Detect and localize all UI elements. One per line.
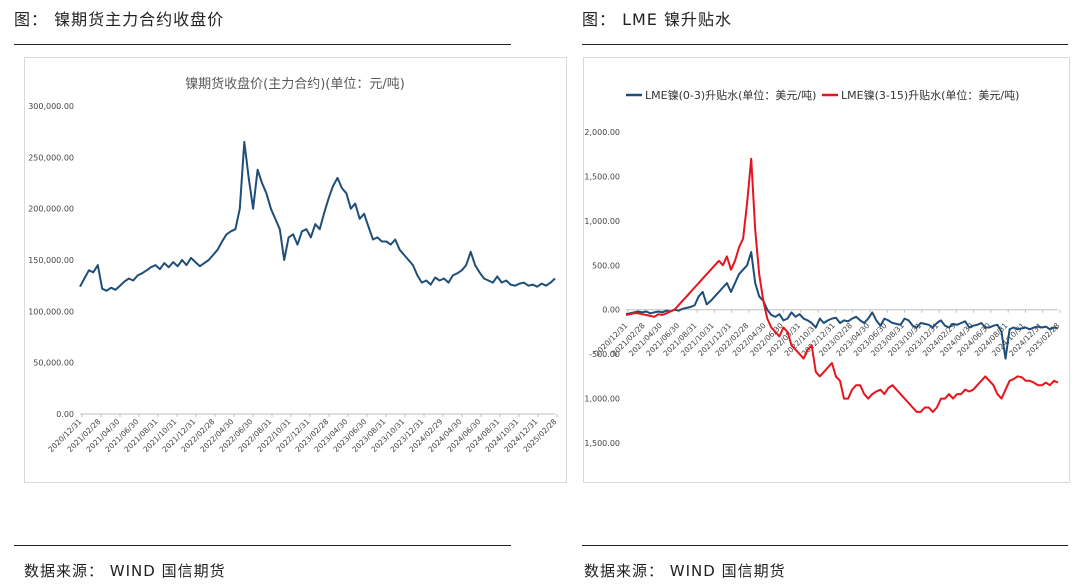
legend-label-2: LME镍(3-15)升贴水(单位：美元/吨) [841, 88, 1019, 102]
y-tick-label: 100,000.00 [28, 307, 74, 316]
nickel-futures-price-chart: 镍期货收盘价(主力合约)(单位：元/吨) 0.00 50,000.00 100,000… [28, 76, 558, 454]
y-tick-label: 1,000.00 [584, 217, 620, 226]
y-tick-label: 200,000.00 [28, 205, 74, 214]
top-rule-right [582, 44, 1068, 45]
bottom-rule-right [582, 545, 1068, 546]
series-line-1 [625, 251, 1059, 360]
y-tick-label: 2,000.00 [584, 128, 620, 137]
y-tick-label: -1,500.00 [584, 439, 620, 448]
y-tick-label: 50,000.00 [33, 359, 74, 368]
y-tick-label: 250,000.00 [28, 153, 74, 162]
y-tick-label: 300,000.00 [28, 102, 74, 111]
y-tick-label: 150,000.00 [28, 256, 74, 265]
left-source-note: 数据来源： WIND 国信期货 [24, 562, 226, 580]
y-tick-label: 1,500.00 [584, 172, 620, 181]
right-source-note: 数据来源： WIND 国信期货 [584, 562, 786, 580]
right-chart-panel: LME镍(0-3)升贴水(单位：美元/吨) LME镍(3-15)升贴水(单位：美元… [581, 57, 1070, 483]
left-chart-panel: 镍期货收盘价(主力合约)(单位：元/吨) 0.00 50,000.00 100,000… [24, 57, 567, 483]
chart-title: 镍期货收盘价(主力合约)(单位：元/吨) [185, 76, 405, 92]
y-tick-label: 500.00 [592, 261, 620, 270]
y-tick-label: 0.00 [602, 306, 620, 315]
left-figure-heading: 图： 镍期货主力合约收盘价 [14, 10, 225, 29]
top-rule-left [14, 44, 511, 45]
legend-label-1: LME镍(0-3)升贴水(单位：美元/吨) [645, 88, 816, 102]
series-line-1 [79, 140, 556, 292]
bottom-rule-left [14, 545, 511, 546]
y-tick-label: -500.00 [589, 350, 620, 359]
series-line-2 [625, 157, 1059, 413]
lme-nickel-spread-chart: LME镍(0-3)升贴水(单位：美元/吨) LME镍(3-15)升贴水(单位：美元… [581, 88, 1061, 448]
y-tick-label: -1,000.00 [584, 395, 620, 404]
right-figure-heading: 图： LME 镍升贴水 [582, 10, 733, 29]
y-tick-label: 0.00 [56, 410, 74, 419]
